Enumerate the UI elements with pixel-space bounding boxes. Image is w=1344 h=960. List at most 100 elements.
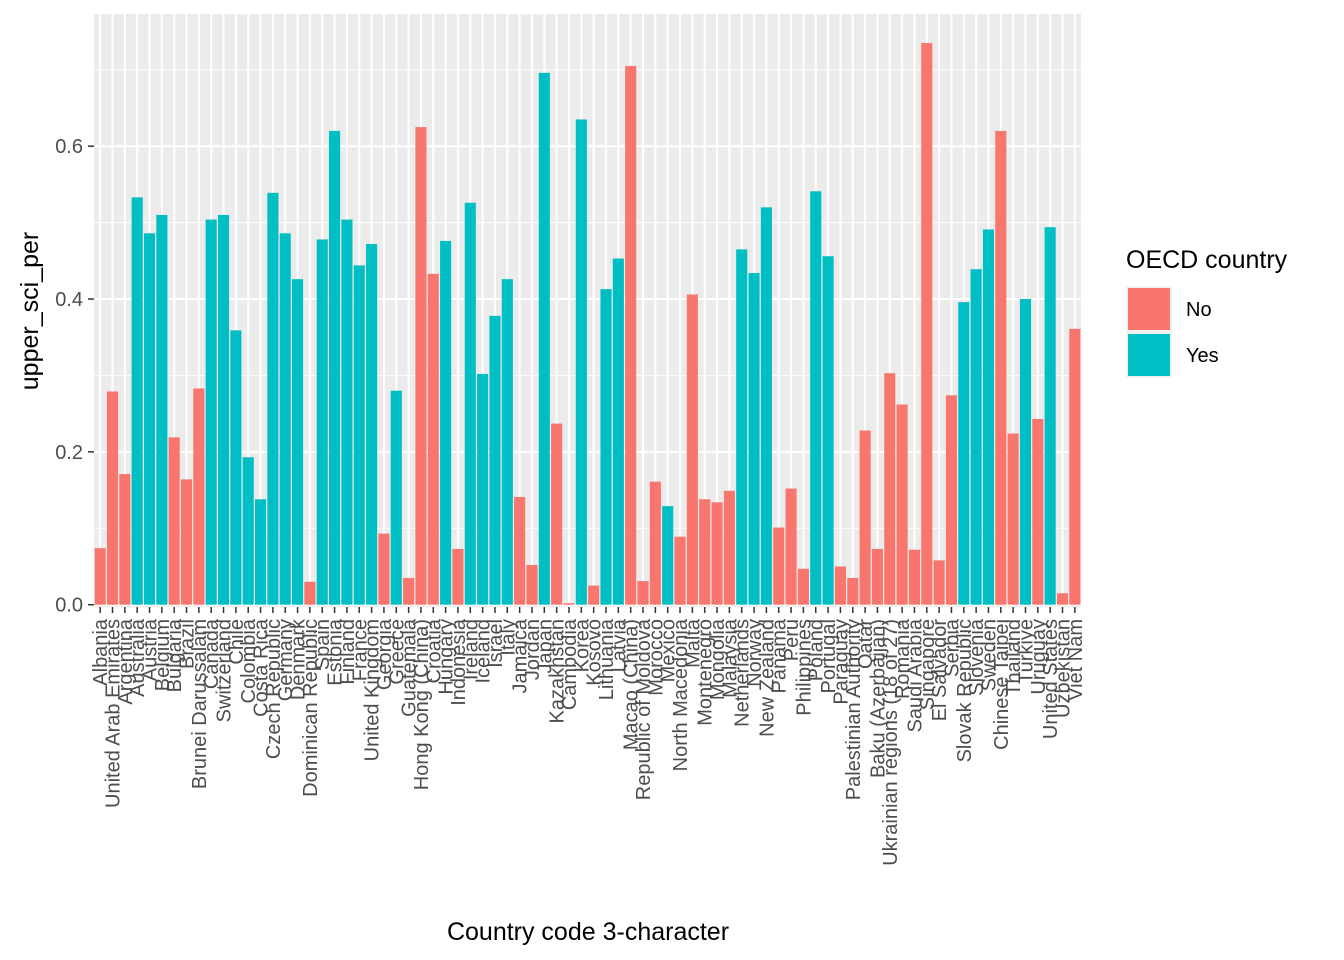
x-tick-label: Germany (275, 619, 297, 701)
bar-yes (279, 233, 291, 605)
x-tick-label: Australia (127, 618, 149, 697)
bar-yes (600, 289, 612, 605)
x-tick-label: Peru (781, 619, 803, 661)
y-tick-label: 0.6 (55, 136, 83, 158)
bar-no (933, 560, 945, 605)
bar-yes (292, 279, 304, 605)
x-tick-label: Mongolia (707, 618, 729, 700)
x-tick-label: France (349, 619, 371, 681)
legend-title: OECD country (1126, 246, 1288, 274)
bar-yes (748, 273, 760, 605)
bar-no (588, 585, 600, 605)
x-tick-label: Palestinian Authority (843, 619, 865, 800)
x-tick-label: Norway (744, 619, 766, 687)
bar-yes (489, 315, 501, 605)
x-tick-label: Panama (769, 618, 791, 693)
bar-yes (316, 239, 328, 605)
x-tick-label: Paraguay (830, 619, 852, 705)
x-tick-label: Macao (China) (621, 619, 643, 750)
bar-no (637, 581, 649, 605)
x-tick-label: Turkiye (1015, 619, 1037, 684)
bar-yes (366, 244, 378, 605)
x-tick-label: El Salvador (929, 619, 951, 722)
x-tick-label: Italy (497, 619, 519, 656)
x-tick-label: United States (1040, 619, 1062, 739)
x-tick-label: Saudi Arabia (904, 618, 926, 732)
bar-yes (970, 269, 982, 605)
x-tick-label: Qatar (855, 619, 877, 669)
bar-no (834, 566, 846, 605)
bar-yes (230, 330, 242, 605)
x-tick-label: Denmark (288, 618, 310, 700)
x-tick-label: United Arab Emirates (103, 619, 125, 808)
x-tick-label: Georgia (374, 618, 396, 690)
bar-yes (143, 233, 156, 605)
bar-no (674, 536, 686, 605)
x-tick-label: Finland (337, 619, 359, 685)
bar-no (995, 130, 1007, 605)
x-tick-label: Dominican Republic (300, 619, 322, 797)
bar-no (785, 488, 797, 605)
bar-yes (736, 249, 748, 605)
bar-no (403, 577, 415, 605)
x-tick-label: Ireland (460, 619, 482, 680)
legend: OECD country No Yes (1126, 246, 1288, 378)
x-tick-label: Singapore (917, 619, 939, 710)
legend-label-yes: Yes (1186, 345, 1219, 367)
x-tick-label: Portugal (818, 619, 840, 694)
bar-yes (958, 302, 970, 605)
x-tick-label: Thailand (1003, 619, 1025, 696)
bar-no (106, 391, 119, 605)
bar-no (773, 527, 785, 605)
x-tick-label: Jordan (522, 619, 544, 680)
bar-yes (538, 72, 550, 605)
x-tick-label: Serbia (941, 618, 963, 677)
x-tick-label: North Macedonia (670, 618, 692, 771)
x-tick-label: Costa Rica (251, 618, 273, 717)
x-tick-label: Greece (386, 619, 408, 685)
legend-label-no: No (1186, 299, 1212, 321)
x-tick-label: Brunei Darussalam (189, 619, 211, 789)
x-tick-label: Guatemala (399, 618, 421, 717)
bar-no (94, 548, 106, 605)
bar-no (908, 549, 920, 605)
x-tick-label: Estonia (325, 618, 347, 686)
bar-no (193, 388, 205, 605)
x-tick-label: Uruguay (1028, 619, 1050, 695)
x-tick-label: Jamaica (510, 618, 532, 693)
bar-yes (1019, 299, 1032, 605)
bars (94, 43, 1081, 605)
x-tick-label: Austria (140, 618, 162, 681)
x-tick-label: Israel (485, 619, 507, 668)
x-tick-label: Philippines (793, 619, 815, 716)
x-tick-label: Belgium (152, 619, 174, 691)
bar-no (514, 496, 526, 605)
bar-no (945, 395, 958, 605)
x-tick-label: Spain (312, 619, 334, 670)
panel-background (94, 14, 1081, 607)
y-tick-label: 0.0 (55, 595, 83, 617)
bar-no (921, 43, 933, 605)
bar-yes (217, 214, 230, 605)
x-axis-title: Country code 3-character (447, 918, 729, 946)
x-tick-label: Sweden (978, 619, 1000, 691)
bar-yes (329, 130, 341, 605)
bar-yes (156, 214, 168, 605)
x-tick-label: Colombia (238, 618, 260, 703)
x-tick-label: Hungary (436, 619, 458, 695)
bar-no (378, 533, 390, 605)
bar-no (1032, 419, 1044, 605)
bar-yes (982, 229, 995, 605)
x-tick-label: Iceland (473, 619, 495, 684)
bar-no (1056, 593, 1069, 605)
x-tick-label: Japan (534, 619, 556, 674)
x-tick-label: Brazil (177, 619, 199, 669)
bar-no (686, 294, 698, 605)
x-tick-label: Hong Kong (China) (411, 619, 433, 790)
bar-yes (205, 219, 217, 605)
bar-yes (760, 207, 772, 605)
bar-yes (612, 258, 624, 605)
x-tick-label: Malta (682, 618, 704, 668)
bar-no (304, 581, 316, 605)
bar-no (859, 430, 871, 605)
